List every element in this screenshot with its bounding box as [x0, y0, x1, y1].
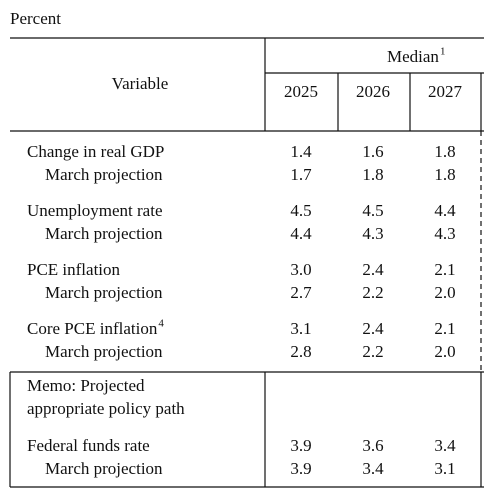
unit-label: Percent [10, 9, 61, 28]
row-label: Federal funds rate [27, 436, 150, 455]
cell-value: 2.1 [434, 319, 455, 338]
year-header: 2025 [284, 82, 318, 101]
cell-value: 2.7 [290, 283, 312, 302]
cell-value: 2.1 [434, 260, 455, 279]
year-header: 2027 [428, 82, 463, 101]
cell-value: 4.5 [362, 201, 383, 220]
cell-value: 2.8 [290, 342, 311, 361]
median-header: Median [387, 47, 439, 66]
cell-value: 3.1 [290, 319, 311, 338]
cell-value: 3.4 [434, 436, 456, 455]
cell-value: 2.2 [362, 283, 383, 302]
cell-value: 1.7 [290, 165, 312, 184]
cell-value: 1.8 [362, 165, 383, 184]
sub-row-label: March projection [45, 459, 163, 478]
cell-value: 2.4 [362, 319, 384, 338]
row-label: PCE inflation [27, 260, 121, 279]
sub-row-label: March projection [45, 283, 163, 302]
memo-label: appropriate policy path [27, 399, 185, 418]
cell-value: 3.1 [434, 459, 455, 478]
cell-value: 4.3 [362, 224, 383, 243]
cell-value: 1.4 [290, 142, 312, 161]
row-label: Core PCE inflation [27, 319, 158, 338]
cell-value: 3.9 [290, 459, 311, 478]
cell-value: 3.0 [290, 260, 311, 279]
row-label: Unemployment rate [27, 201, 163, 220]
cell-value: 1.8 [434, 142, 455, 161]
cell-value: 1.6 [362, 142, 383, 161]
cell-value: 3.6 [362, 436, 383, 455]
cell-value: 3.9 [290, 436, 311, 455]
sub-row-label: March projection [45, 342, 163, 361]
cell-value: 4.4 [290, 224, 312, 243]
cell-value: 2.4 [362, 260, 384, 279]
row-label: Change in real GDP [27, 142, 164, 161]
cell-value: 2.2 [362, 342, 383, 361]
cell-value: 4.5 [290, 201, 311, 220]
cell-value: 2.0 [434, 283, 455, 302]
memo-label: Memo: Projected [27, 376, 145, 395]
cell-value: 4.4 [434, 201, 456, 220]
year-header: 2026 [356, 82, 390, 101]
variable-header: Variable [112, 74, 169, 93]
sub-row-label: March projection [45, 224, 163, 243]
cell-value: 1.8 [434, 165, 455, 184]
cell-value: 4.3 [434, 224, 455, 243]
cell-value: 2.0 [434, 342, 455, 361]
sub-row-label: March projection [45, 165, 163, 184]
footnote-mark: 4 [158, 318, 164, 330]
footnote-mark: 1 [440, 46, 446, 58]
cell-value: 3.4 [362, 459, 384, 478]
